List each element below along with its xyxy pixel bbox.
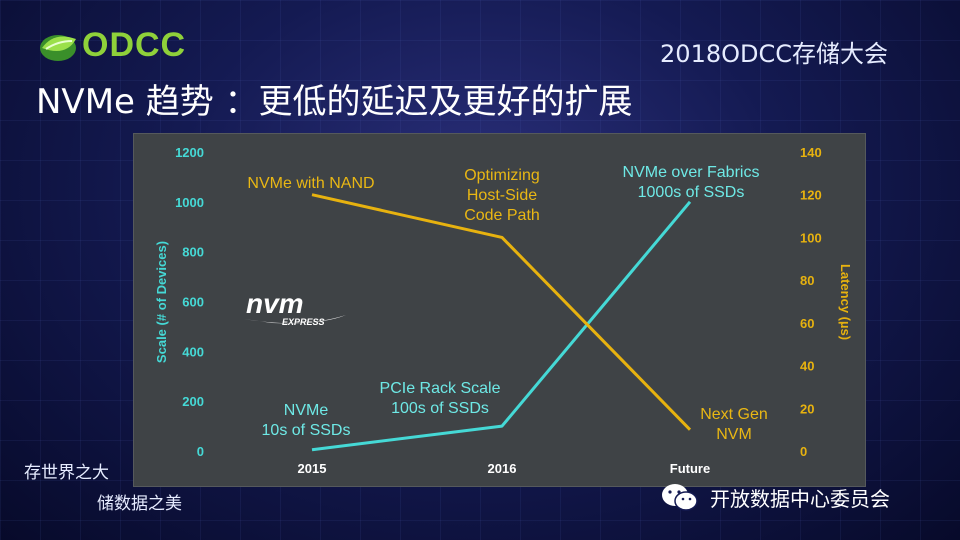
odcc-logo: ODCC: [36, 26, 186, 65]
annotation-line: PCIe Rack Scale: [380, 380, 501, 397]
right-tick-label: 60: [800, 316, 814, 331]
latency-series-line: [311, 193, 692, 431]
annotation-line: Next Gen: [700, 406, 768, 423]
right-tick-label: 140: [800, 145, 822, 160]
right-tick-label: 80: [800, 273, 814, 288]
left-tick-label: 0: [197, 444, 204, 459]
nvm-express-logo: nvm EXPRESS: [244, 289, 346, 327]
scale-series-line: [311, 200, 692, 452]
nvme-trend-chart: 0 200 400 600 800 1000 1200 0 20 40 60 80 100 120 140 2…: [154, 145, 853, 476]
left-tick-label: 400: [182, 344, 204, 359]
annotation-line: 1000s of SSDs: [638, 184, 745, 201]
svg-text:nvm: nvm: [246, 289, 304, 319]
annotation-line: Optimizing: [464, 167, 540, 184]
right-tick-label: 40: [800, 359, 814, 374]
annotation-line: 10s of SSDs: [262, 422, 351, 439]
scale-annotation: NVMe over Fabrics 1000s of SSDs: [623, 164, 760, 201]
wechat-account: 开放数据中心委员会: [660, 482, 890, 512]
right-tick-label: 100: [800, 230, 822, 245]
chart-panel: 0 200 400 600 800 1000 1200 0 20 40 60 80 100 120 140 2…: [133, 133, 866, 487]
leaf-globe-icon: [40, 34, 76, 61]
annotation-line: NVMe with NAND: [247, 175, 374, 192]
left-tick-label: 200: [182, 394, 204, 409]
scale-annotation: NVMe 10s of SSDs: [262, 402, 351, 439]
left-tick-label: 1000: [175, 195, 204, 210]
left-tick-label: 1200: [175, 145, 204, 160]
right-tick-label: 0: [800, 444, 807, 459]
logo-text: ODCC: [82, 26, 187, 64]
annotation-line: Code Path: [464, 207, 540, 224]
x-tick-label: 2016: [488, 461, 517, 476]
conference-title: 2018ODCC存储大会: [660, 40, 888, 68]
right-axis-title: Latency (µs): [838, 264, 853, 340]
right-tick-label: 20: [800, 401, 814, 416]
left-axis-title: Scale (# of Devices): [154, 241, 169, 363]
x-tick-label: Future: [670, 461, 710, 476]
annotation-line: Host-Side: [467, 187, 537, 204]
annotation-line: NVMe: [284, 402, 329, 419]
svg-text:EXPRESS: EXPRESS: [282, 317, 325, 327]
x-tick-label: 2015: [298, 461, 327, 476]
right-tick-label: 120: [800, 188, 822, 203]
slogan-line-1: 存世界之大: [24, 463, 109, 483]
latency-annotation: Optimizing Host-Side Code Path: [464, 167, 540, 224]
left-tick-label: 800: [182, 245, 204, 260]
left-tick-label: 600: [182, 295, 204, 310]
annotation-line: NVM: [716, 426, 752, 443]
annotation-line: NVMe over Fabrics: [623, 164, 760, 181]
slogan-line-2: 储数据之美: [97, 494, 182, 514]
wechat-label: 开放数据中心委员会: [710, 486, 890, 511]
latency-annotation: Next Gen NVM: [700, 406, 768, 443]
slide-title: NVMe 趋势 ：更低的延迟及更好的扩展: [36, 82, 633, 122]
wechat-icon: [662, 484, 698, 511]
latency-annotation: NVMe with NAND: [247, 175, 374, 192]
annotation-line: 100s of SSDs: [391, 400, 489, 417]
scale-annotation: PCIe Rack Scale 100s of SSDs: [380, 380, 501, 417]
